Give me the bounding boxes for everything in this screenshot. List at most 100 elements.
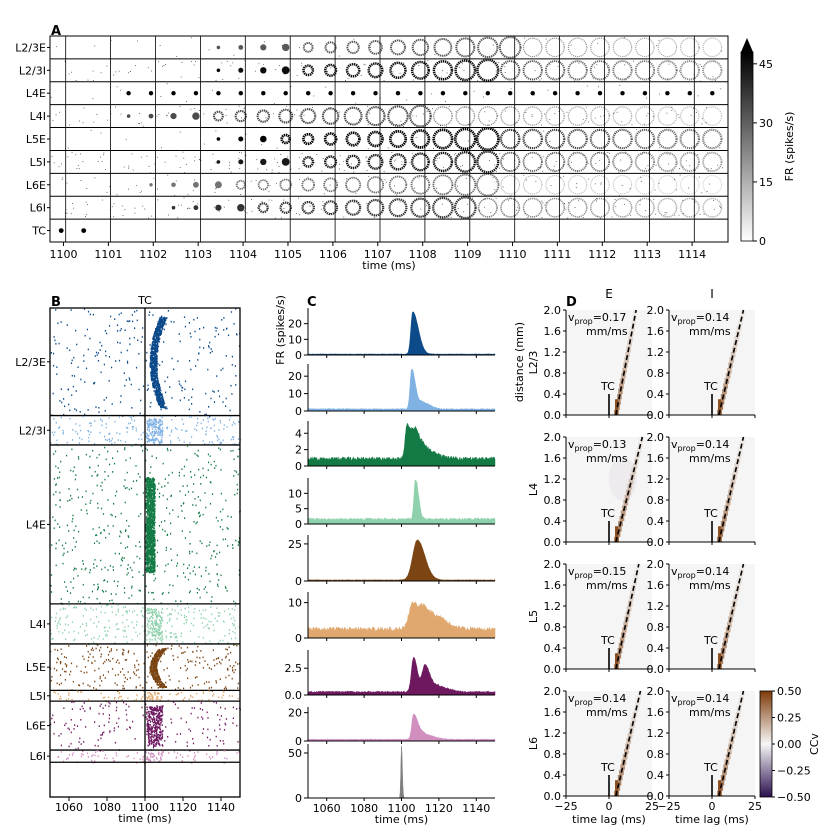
spike-dot bbox=[96, 588, 99, 591]
spike-dot bbox=[53, 434, 55, 436]
spike-dot bbox=[152, 531, 154, 533]
spike-dot bbox=[148, 609, 150, 612]
spike-dot bbox=[153, 336, 155, 339]
noise-pixel bbox=[497, 115, 499, 117]
noise-pixel bbox=[441, 203, 443, 205]
spike-dot bbox=[217, 642, 219, 644]
spike-dot bbox=[70, 670, 72, 673]
spike-dot bbox=[205, 618, 207, 620]
noise-pixel bbox=[374, 217, 376, 218]
spike-dot bbox=[197, 496, 199, 498]
spike-dot bbox=[153, 382, 155, 384]
spike-dot bbox=[158, 396, 160, 398]
noise-pixel bbox=[653, 116, 654, 117]
spike-dot bbox=[153, 421, 155, 424]
spike-dot bbox=[56, 366, 58, 368]
spike-dot bbox=[150, 548, 152, 551]
spike-dot bbox=[132, 576, 134, 578]
noise-pixel bbox=[55, 114, 57, 116]
noise-pixel bbox=[412, 153, 414, 155]
spike-dot bbox=[73, 466, 75, 469]
spike-dot bbox=[96, 540, 98, 543]
spike-dot bbox=[83, 308, 86, 310]
spike-dot bbox=[111, 437, 113, 440]
spike-dot bbox=[153, 608, 155, 611]
noise-pixel bbox=[281, 217, 282, 219]
noise-pixel bbox=[192, 190, 194, 192]
spike-dot bbox=[148, 529, 150, 532]
spike-dot bbox=[150, 611, 152, 614]
spike-dot bbox=[155, 373, 157, 375]
spike-dot bbox=[149, 494, 151, 496]
spike-dot bbox=[71, 520, 73, 523]
spike-dot bbox=[184, 325, 186, 328]
spike-dot bbox=[152, 370, 154, 372]
spike-dot bbox=[78, 458, 80, 460]
spike-dot bbox=[142, 574, 144, 576]
spike-dot bbox=[151, 513, 153, 515]
spike-dot bbox=[151, 511, 153, 514]
noise-pixel bbox=[578, 62, 580, 64]
spike-dot bbox=[160, 419, 162, 422]
spike-dot bbox=[158, 384, 160, 387]
spike-dot bbox=[220, 369, 222, 371]
spike-dot bbox=[159, 392, 162, 395]
spike-dot bbox=[147, 506, 149, 509]
noise-pixel bbox=[691, 198, 693, 200]
spike-dot bbox=[152, 348, 154, 350]
spike-dot bbox=[151, 359, 153, 362]
noise-pixel bbox=[245, 154, 247, 156]
spike-dot bbox=[169, 386, 171, 388]
spike-dot bbox=[162, 401, 165, 404]
spike-dot bbox=[149, 505, 152, 507]
spike-dot bbox=[104, 579, 106, 581]
noise-pixel bbox=[658, 39, 660, 41]
spike-dot bbox=[181, 530, 183, 532]
spike-dot bbox=[155, 380, 158, 383]
noise-pixel bbox=[385, 181, 387, 183]
spike-dot bbox=[147, 495, 149, 497]
spike-dot bbox=[70, 495, 72, 497]
noise-pixel bbox=[381, 153, 383, 155]
spike-dot bbox=[158, 430, 160, 433]
activity-ring bbox=[433, 106, 453, 126]
spike-dot bbox=[196, 676, 198, 678]
spike-dot bbox=[72, 680, 74, 683]
spike-dot bbox=[146, 511, 149, 514]
spike-dot bbox=[100, 655, 102, 658]
noise-pixel bbox=[86, 188, 88, 189]
spike-dot bbox=[199, 657, 201, 659]
activity-spot bbox=[463, 91, 468, 96]
spike-dot bbox=[149, 571, 151, 574]
spike-dot bbox=[195, 504, 197, 507]
spike-dot bbox=[145, 480, 147, 482]
spike-dot bbox=[210, 606, 212, 608]
noise-pixel bbox=[586, 85, 588, 87]
noise-pixel bbox=[218, 210, 220, 212]
noise-pixel bbox=[600, 182, 602, 184]
spike-dot bbox=[119, 535, 121, 538]
spike-dot bbox=[162, 430, 164, 432]
noise-pixel bbox=[255, 180, 257, 181]
spike-dot bbox=[183, 563, 185, 566]
noise-pixel bbox=[426, 204, 428, 206]
spike-dot bbox=[157, 340, 159, 343]
spike-dot bbox=[114, 420, 116, 423]
spike-dot bbox=[59, 618, 61, 621]
spike-dot bbox=[150, 352, 152, 354]
row-label: L4E bbox=[26, 87, 46, 100]
activity-ring bbox=[256, 109, 271, 123]
spike-dot bbox=[153, 371, 155, 373]
spike-dot bbox=[149, 439, 152, 442]
spike-dot bbox=[155, 609, 157, 612]
noise-pixel bbox=[524, 169, 526, 170]
spike-dot bbox=[165, 317, 167, 320]
spike-dot bbox=[178, 645, 180, 647]
spike-dot bbox=[129, 337, 131, 340]
noise-pixel bbox=[678, 214, 680, 216]
spike-dot bbox=[154, 620, 156, 622]
spike-dot bbox=[167, 310, 169, 312]
spike-dot bbox=[82, 623, 84, 625]
spike-dot bbox=[128, 422, 130, 425]
spike-dot bbox=[216, 327, 218, 329]
